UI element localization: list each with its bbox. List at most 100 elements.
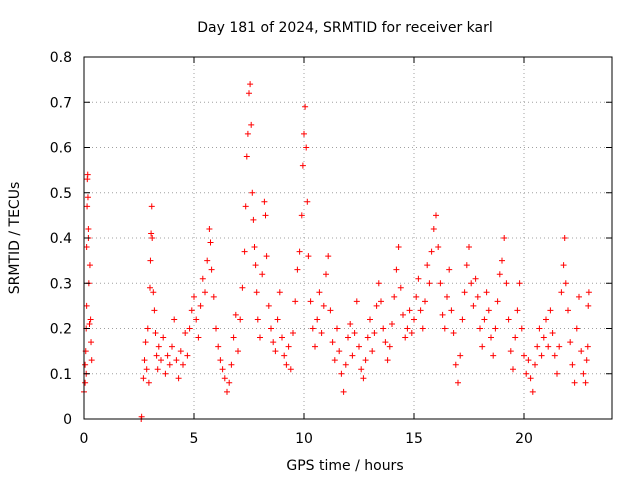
data-point: [84, 171, 91, 178]
data-point: [452, 361, 459, 368]
data-point: [276, 289, 283, 296]
data-point: [303, 144, 310, 151]
axis-ticks: 0 5 10 15 20 0 0.1 0.2 0.3 0.4 0.5 0.6 0.7 0.8: [50, 50, 612, 447]
data-point: [422, 298, 428, 305]
data-point: [468, 280, 475, 287]
data-point: [243, 153, 250, 160]
data-point: [428, 248, 435, 255]
data-point: [455, 379, 461, 386]
data-point: [253, 289, 260, 296]
y-tick-label: 0.2: [50, 322, 72, 338]
data-point: [585, 289, 592, 296]
data-point: [373, 302, 380, 309]
data-point: [239, 284, 246, 291]
data-point: [281, 352, 288, 359]
data-point: [86, 320, 93, 327]
data-point: [364, 334, 371, 341]
data-point: [299, 162, 306, 169]
data-point: [169, 343, 175, 350]
data-point: [148, 203, 155, 210]
data-point: [512, 334, 519, 341]
data-point: [219, 366, 226, 373]
y-axis-title: SRMTID / TECUs: [7, 182, 23, 295]
x-axis-title: GPS time / hours: [286, 458, 403, 474]
data-point: [247, 81, 254, 88]
data-point: [83, 244, 90, 251]
data-point: [292, 298, 299, 305]
data-point: [496, 271, 503, 278]
data-point: [565, 307, 571, 314]
chart-title: Day 181 of 2024, SRMTID for receiver kar…: [197, 20, 493, 36]
data-point: [204, 257, 211, 264]
data-point: [470, 302, 477, 309]
data-point: [571, 379, 578, 386]
data-point: [474, 293, 481, 300]
data-point: [147, 257, 154, 264]
y-tick-label: 0.5: [50, 186, 72, 202]
data-point: [250, 216, 257, 223]
data-point: [263, 253, 270, 260]
data-point: [180, 361, 186, 368]
data-point: [296, 248, 303, 255]
data-point: [378, 298, 384, 305]
data-point: [578, 348, 585, 355]
data-point: [472, 275, 479, 282]
data-point: [499, 257, 505, 264]
data-point: [309, 325, 316, 332]
data-point: [494, 298, 501, 305]
data-point: [547, 307, 554, 314]
data-point: [415, 275, 422, 282]
data-point: [424, 262, 431, 269]
data-point: [329, 339, 336, 346]
y-tick-label: 0.3: [50, 276, 72, 292]
data-point: [525, 357, 532, 364]
data-point: [362, 357, 369, 364]
data-point: [195, 334, 202, 341]
data-point: [558, 289, 565, 296]
data-point: [82, 379, 89, 386]
data-point: [274, 316, 281, 323]
data-point: [560, 262, 567, 269]
data-point: [268, 325, 274, 332]
data-point: [441, 325, 448, 332]
data-point: [400, 311, 406, 318]
data-point: [261, 198, 268, 205]
data-point: [561, 235, 568, 241]
data-point: [349, 352, 356, 359]
data-point: [397, 284, 404, 291]
data-point: [304, 198, 311, 205]
data-point: [573, 325, 580, 332]
data-point: [142, 339, 149, 346]
data-point: [327, 307, 334, 314]
data-point: [375, 280, 382, 287]
data-point: [164, 352, 171, 359]
data-point: [83, 302, 90, 309]
data-point: [389, 320, 395, 327]
data-point: [230, 334, 237, 341]
data-point: [290, 330, 296, 337]
data-point: [318, 330, 325, 337]
data-point: [154, 366, 161, 373]
data-point: [457, 352, 464, 359]
data-point: [153, 352, 160, 359]
data-point: [320, 302, 327, 309]
data-point: [448, 307, 455, 314]
data-point: [584, 343, 591, 350]
data-point: [251, 244, 258, 251]
data-point: [221, 375, 228, 382]
data-point: [527, 375, 534, 382]
data-point: [338, 370, 345, 377]
data-point: [171, 316, 178, 323]
data-point: [463, 262, 470, 269]
data-point: [175, 375, 182, 382]
data-point: [543, 316, 549, 323]
data-point: [554, 370, 560, 377]
data-point: [384, 357, 391, 364]
data-point: [562, 280, 569, 287]
data-point: [305, 253, 312, 260]
data-point: [145, 379, 152, 386]
data-point: [241, 248, 248, 255]
data-point: [237, 316, 244, 323]
data-point: [210, 293, 217, 300]
data-point: [426, 280, 433, 287]
